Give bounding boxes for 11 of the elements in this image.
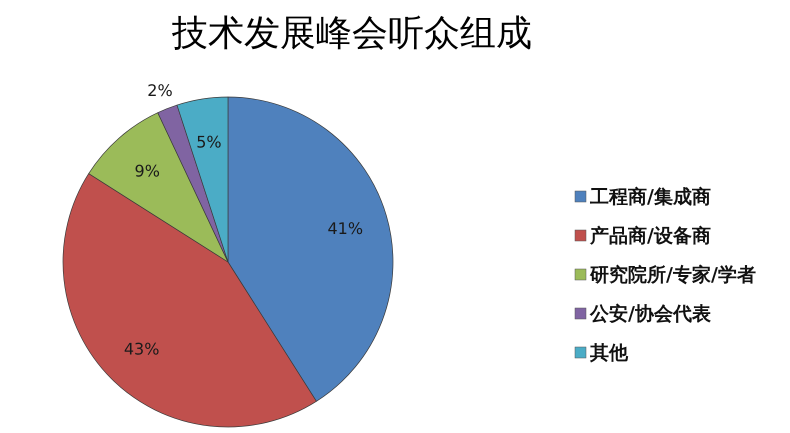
data-label: 2%: [147, 81, 173, 100]
data-label: 41%: [327, 218, 364, 238]
data-label: 9%: [134, 161, 160, 180]
data-label: 43%: [124, 339, 160, 358]
legend-label: 产品商/设备商: [589, 225, 711, 247]
legend-label: 研究院所/专家/学者: [589, 264, 756, 286]
legend-label: 工程商/集成商: [589, 186, 711, 208]
legend-label: 其他: [589, 342, 629, 364]
legend-label: 公安/协会代表: [589, 303, 712, 325]
chart-title: 技术发展峰会听众组成: [171, 13, 532, 54]
data-label: 5%: [196, 132, 222, 152]
